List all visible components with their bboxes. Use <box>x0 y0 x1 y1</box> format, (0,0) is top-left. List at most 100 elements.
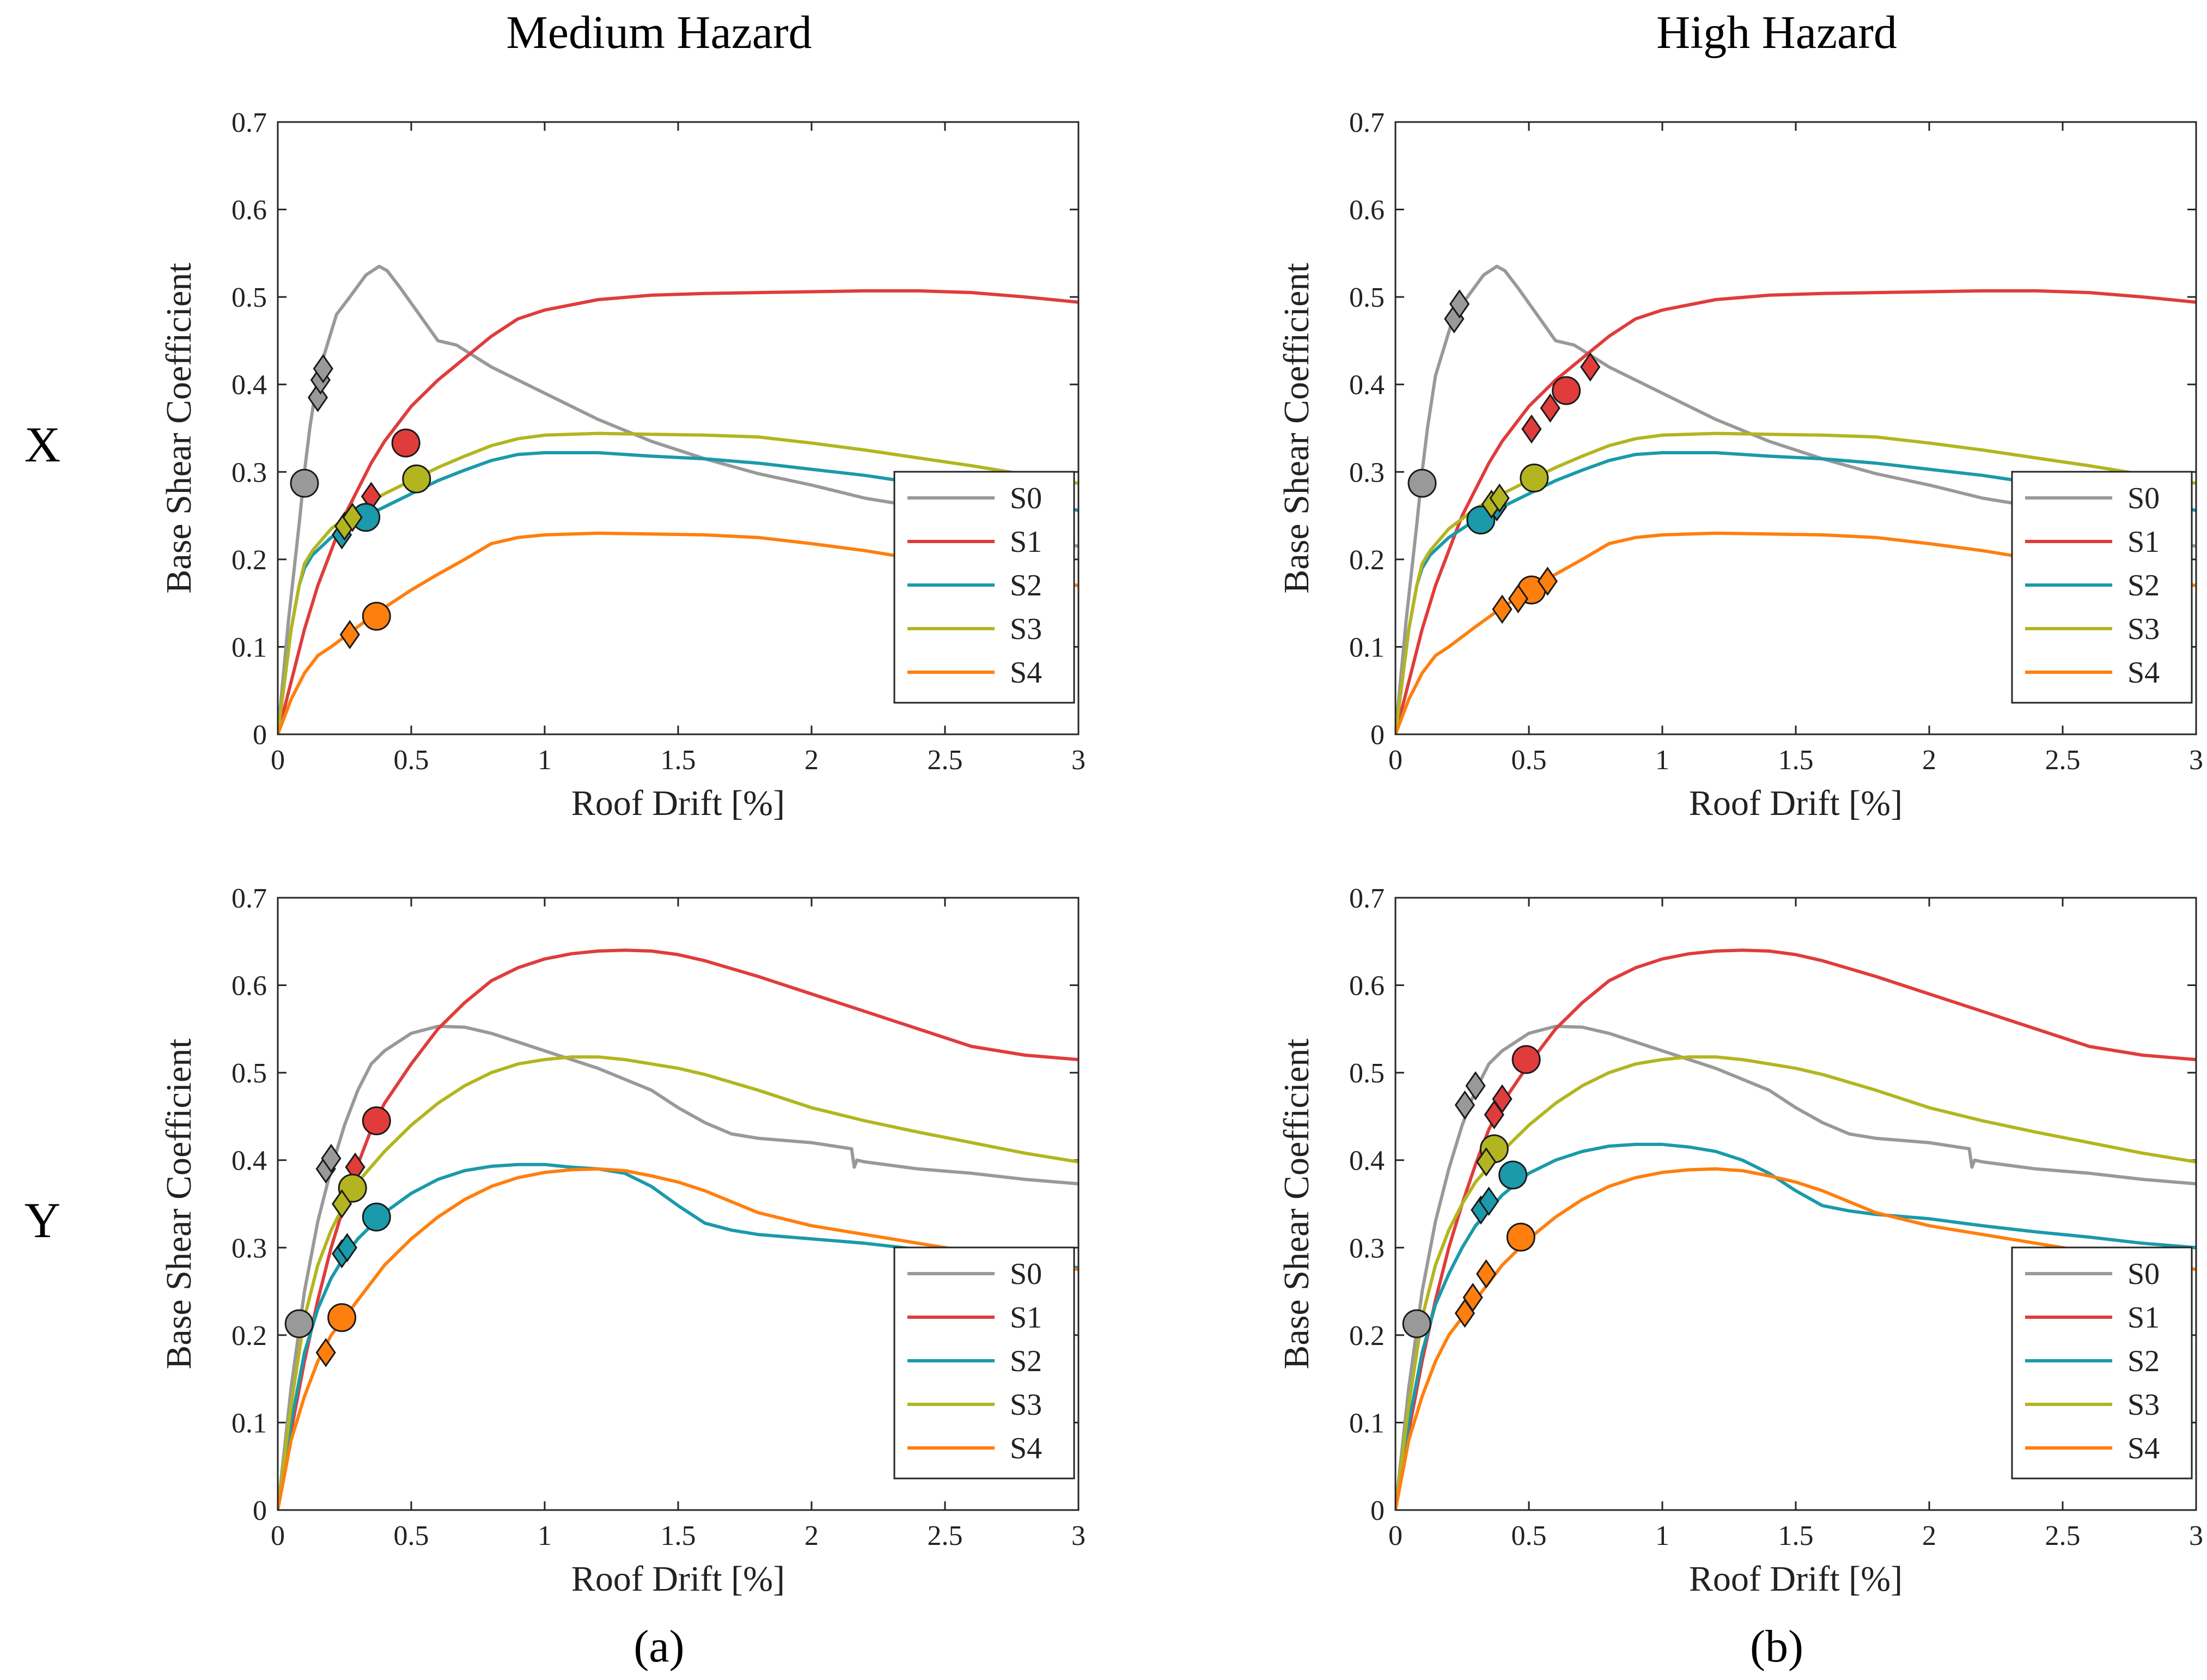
marker-diamond-s4 <box>1462 1283 1483 1312</box>
legend-label-s4: S4 <box>2127 656 2160 690</box>
marker-circle-s1 <box>1511 1045 1541 1074</box>
series-line-s4 <box>278 531 1078 734</box>
y-tick-label: 0.3 <box>231 1233 267 1264</box>
series-line-s1 <box>278 948 1078 1510</box>
x-tick-label: 1.5 <box>661 1520 696 1551</box>
x-tick-label: 1 <box>1655 745 1669 776</box>
marker-diamond-s2 <box>337 1233 358 1263</box>
y-tick-label: 0.7 <box>231 883 267 914</box>
marker-diamond-s4 <box>1476 1259 1497 1289</box>
series-line-s3 <box>278 1055 1078 1510</box>
marker-circle-s0 <box>290 468 319 498</box>
series-line-s2 <box>1395 1142 2196 1510</box>
x-tick-label: 0 <box>1388 745 1403 776</box>
y-axis-label: Base Shear Coefficient <box>1277 1038 1316 1369</box>
series-line-s3 <box>1395 431 2196 734</box>
series-line-s4 <box>1395 531 2196 734</box>
series-line-s4 <box>1395 1167 2196 1510</box>
plot-high-hazard-y: 0 0.5 1 1.5 2 2.5 3 0 0.1 0.2 0.3 0.4 0.5 0.6 0.7 Roof … <box>1277 883 2203 1599</box>
marker-diamond-s1 <box>1540 393 1560 423</box>
legend-box <box>2011 1246 2193 1480</box>
series-curves <box>1395 948 2196 1510</box>
x-tick-label: 2 <box>804 1520 819 1551</box>
marker-diamond-s1 <box>1492 1084 1513 1114</box>
series-line-s0 <box>1395 264 2196 734</box>
legend-label-s4: S4 <box>1010 656 1042 690</box>
legend-box <box>893 471 1075 704</box>
y-tick-label: 0.4 <box>1349 1146 1385 1177</box>
legend-label-s2: S2 <box>1010 1344 1042 1378</box>
marker-diamond-s3 <box>1476 1147 1497 1177</box>
series-curves <box>1395 264 2196 734</box>
y-tick-label: 0.4 <box>231 1146 267 1177</box>
series-line-s2 <box>278 1162 1078 1510</box>
marker-diamond-s0 <box>313 354 333 384</box>
y-tick-label: 0.4 <box>1349 370 1385 401</box>
y-tick-label: 0.7 <box>231 107 267 138</box>
x-tick-label: 3 <box>1071 745 1086 776</box>
legend: S0 S1 S2 S3 S4 <box>893 471 1075 704</box>
marker-circle-s1 <box>362 1106 391 1135</box>
marker-circle-s2 <box>1498 1160 1528 1190</box>
legend-label-s0: S0 <box>2127 482 2160 515</box>
legend: S0 S1 S2 S3 S4 <box>2011 1246 2193 1480</box>
series-line-s0 <box>278 1025 1078 1510</box>
x-tick-label: 0 <box>271 1520 285 1551</box>
x-tick-label: 1.5 <box>1778 1520 1814 1551</box>
x-tick-label: 0.5 <box>1511 745 1547 776</box>
legend-box <box>2011 471 2193 704</box>
marker-diamond-s4 <box>1508 584 1529 613</box>
series-line-s2 <box>1395 451 2196 734</box>
legend-label-s0: S0 <box>1010 482 1042 515</box>
y-axis-label: Base Shear Coefficient <box>1277 263 1316 593</box>
plot-frame <box>1394 897 2197 1511</box>
x-tick-label: 1.5 <box>661 745 696 776</box>
panel-label-a: (a) <box>633 1621 684 1672</box>
x-tick-label: 1 <box>538 745 552 776</box>
plot-medium-hazard-y: 0 0.5 1 1.5 2 2.5 3 0 0.1 0.2 0.3 0.4 0.5 0.6 0.7 Roof … <box>159 883 1086 1599</box>
marker-diamond-s3 <box>331 1189 352 1219</box>
marker-circle-s0 <box>1407 468 1437 498</box>
y-tick-label: 0.6 <box>1349 971 1385 1002</box>
y-tick-label: 0.7 <box>1349 883 1385 914</box>
plot-medium-hazard-x: 0 0.5 1 1.5 2 2.5 3 0 0.1 0.2 0.3 0.4 0.5 0.6 0.7 Roof … <box>159 107 1086 823</box>
marker-diamond-s1 <box>1521 414 1542 444</box>
y-tick-label: 0.2 <box>231 1320 267 1352</box>
series-line-s1 <box>1395 948 2196 1510</box>
legend-label-s4: S4 <box>2127 1432 2160 1465</box>
plot-high-hazard-x: 0 0.5 1 1.5 2 2.5 3 0 0.1 0.2 0.3 0.4 0.5 0.6 0.7 Roof … <box>1277 107 2203 823</box>
y-tick-label: 0.3 <box>231 457 267 488</box>
series-line-s1 <box>278 289 1078 734</box>
y-tick-label: 0.6 <box>231 195 267 226</box>
x-tick-label: 3 <box>2189 1520 2203 1551</box>
y-tick-label: 0.2 <box>231 545 267 576</box>
panel-label-b: (b) <box>1750 1621 1803 1672</box>
y-tick-label: 0.5 <box>1349 282 1385 313</box>
x-tick-label: 3 <box>1071 1520 1086 1551</box>
legend-label-s4: S4 <box>1010 1432 1042 1465</box>
y-tick-label: 0 <box>253 1495 267 1526</box>
series-curves <box>278 948 1078 1510</box>
y-tick-label: 0.5 <box>231 1058 267 1089</box>
x-axis-label: Roof Drift [%] <box>1689 1559 1903 1599</box>
series-line-s1 <box>1395 289 2196 734</box>
x-tick-label: 2.5 <box>2045 1520 2081 1551</box>
row-label-x: X <box>25 417 60 472</box>
legend-box <box>893 1246 1075 1480</box>
y-tick-label: 0 <box>1370 720 1385 751</box>
column-title-high-hazard: High Hazard <box>1656 6 1897 58</box>
legend-label-s1: S1 <box>1010 525 1042 559</box>
marker-diamond-s0 <box>307 383 328 412</box>
marker-circle-s2 <box>362 1202 391 1232</box>
y-tick-label: 0.1 <box>231 1408 267 1439</box>
x-tick-label: 0.5 <box>394 1520 429 1551</box>
x-tick-label: 2.5 <box>928 745 963 776</box>
legend-label-s2: S2 <box>1010 569 1042 602</box>
x-tick-label: 2 <box>1922 745 1936 776</box>
marker-circle-s1 <box>1552 376 1581 405</box>
plot-frame <box>277 897 1080 1511</box>
marker-circle-s0 <box>284 1309 314 1338</box>
y-tick-label: 0.1 <box>231 632 267 663</box>
x-tick-label: 2 <box>1922 1520 1936 1551</box>
y-tick-label: 0.2 <box>1349 545 1385 576</box>
